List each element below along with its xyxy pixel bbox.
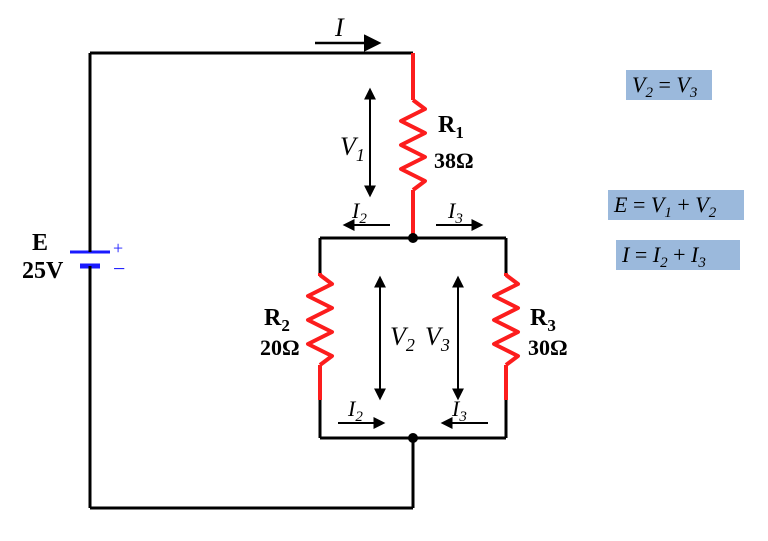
eq3: I = I2 + I3 [616, 240, 740, 271]
eq2: E = V1 + V2 [608, 190, 744, 221]
branch-R2 [308, 273, 332, 400]
r1-name: R1 [438, 112, 464, 142]
v3-label: V3 [425, 322, 450, 355]
i3-bot-label: I3 [451, 396, 467, 425]
svg-text:V2 = V3: V2 = V3 [632, 72, 697, 101]
eq1: V2 = V3 [626, 70, 712, 101]
i2-top-label: I2 [351, 198, 367, 227]
v1-label: V1 [340, 132, 365, 165]
current-I-top: I [315, 13, 378, 43]
voltage-source: + − [70, 238, 125, 281]
r1-val: 38Ω [434, 148, 474, 173]
r2-name: R2 [264, 305, 290, 335]
minus-sign: − [113, 256, 125, 281]
source-label-E: E [32, 230, 48, 256]
v2-label: V2 [390, 322, 415, 355]
branch-R1 [401, 53, 425, 238]
r3-val: 30Ω [528, 335, 568, 360]
plus-sign: + [113, 238, 123, 258]
circuit-diagram: + − E 25V I V1 R1 38Ω I2 I3 R2 20Ω [0, 0, 768, 541]
svg-text:I: I [334, 13, 345, 42]
source-label-val: 25V [22, 258, 64, 284]
branch-R3 [494, 273, 518, 400]
i2-bot-label: I2 [347, 396, 363, 425]
i3-top-label: I3 [447, 198, 463, 227]
r3-name: R3 [530, 305, 556, 335]
r2-val: 20Ω [260, 335, 300, 360]
